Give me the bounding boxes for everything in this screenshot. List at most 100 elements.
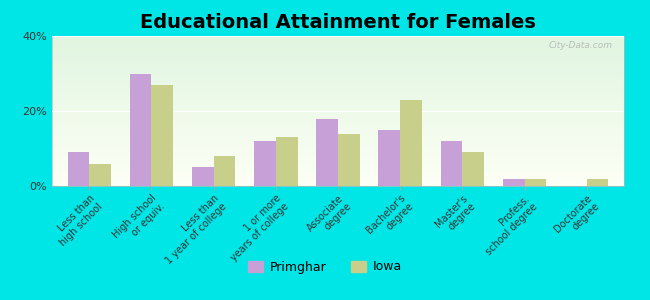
Bar (254, 141, 276, 186)
Bar (52, 64, 624, 65)
Bar (52, 95, 624, 96)
Bar (52, 107, 624, 109)
Bar (52, 181, 624, 182)
Bar (52, 71, 624, 72)
Bar (52, 137, 624, 139)
Bar (52, 61, 624, 62)
Bar (52, 92, 624, 94)
Bar (52, 94, 624, 95)
Bar (52, 173, 624, 175)
Bar (151, 85, 174, 186)
Bar (52, 122, 624, 124)
Bar (52, 88, 624, 90)
Bar (52, 125, 624, 126)
Bar (52, 147, 624, 148)
Bar (52, 134, 624, 135)
Bar (52, 91, 624, 92)
Bar (52, 146, 624, 147)
Bar (192, 167, 214, 186)
Bar (52, 109, 624, 110)
Bar (462, 152, 484, 186)
Bar (52, 37, 624, 38)
Title: Educational Attainment for Females: Educational Attainment for Females (140, 13, 536, 32)
Bar (52, 75, 624, 76)
Bar (52, 172, 624, 173)
Bar (52, 55, 624, 56)
Bar (52, 44, 624, 45)
Bar (52, 170, 624, 171)
Bar (52, 113, 624, 115)
Bar (130, 74, 151, 186)
Bar (52, 185, 624, 186)
Bar (52, 103, 624, 105)
Bar (52, 40, 624, 41)
Bar (52, 178, 624, 180)
Bar (52, 77, 624, 79)
Bar (52, 165, 624, 166)
Bar (52, 143, 624, 145)
Bar (52, 51, 624, 52)
Bar (52, 175, 624, 176)
Bar (52, 83, 624, 85)
Bar (52, 65, 624, 66)
Bar (52, 98, 624, 100)
Bar (52, 86, 624, 87)
Bar (68, 152, 89, 186)
Bar (52, 150, 624, 151)
Bar (52, 130, 624, 131)
Text: City-Data.com: City-Data.com (549, 40, 612, 50)
Bar (317, 118, 338, 186)
Bar (52, 152, 624, 154)
Bar (52, 70, 624, 71)
Bar (52, 117, 624, 119)
Bar (52, 128, 624, 130)
Bar (276, 137, 298, 186)
Bar (52, 49, 624, 50)
Bar (52, 110, 624, 111)
Bar (52, 116, 624, 117)
Bar (52, 102, 624, 104)
Bar (52, 97, 624, 98)
Bar (52, 72, 624, 74)
Bar (52, 57, 624, 59)
Bar (52, 112, 624, 113)
Bar (52, 162, 624, 164)
Bar (52, 120, 624, 121)
Bar (52, 60, 624, 61)
Bar (525, 178, 546, 186)
Bar (52, 111, 624, 112)
Bar (214, 156, 235, 186)
Bar (52, 41, 624, 42)
Bar (52, 142, 624, 143)
Bar (52, 58, 624, 60)
Bar (378, 130, 400, 186)
Bar (52, 118, 624, 120)
Bar (52, 36, 624, 37)
Bar (52, 105, 624, 106)
Bar (52, 68, 624, 70)
Bar (52, 124, 624, 125)
Bar (52, 62, 624, 64)
Bar (52, 164, 624, 165)
Bar (338, 134, 359, 186)
Bar (52, 45, 624, 46)
Bar (400, 100, 422, 186)
Bar (52, 167, 624, 169)
Bar (52, 139, 624, 140)
Bar (52, 79, 624, 80)
Bar (52, 90, 624, 91)
Bar (52, 87, 624, 88)
Bar (52, 100, 624, 101)
Bar (52, 76, 624, 77)
Bar (52, 50, 624, 51)
Bar (52, 171, 624, 172)
Bar (52, 80, 624, 81)
Bar (52, 101, 624, 102)
Bar (52, 131, 624, 132)
Bar (52, 151, 624, 152)
Bar (52, 96, 624, 97)
Bar (52, 141, 624, 142)
Bar (52, 157, 624, 158)
Bar (52, 140, 624, 141)
Bar (52, 154, 624, 155)
